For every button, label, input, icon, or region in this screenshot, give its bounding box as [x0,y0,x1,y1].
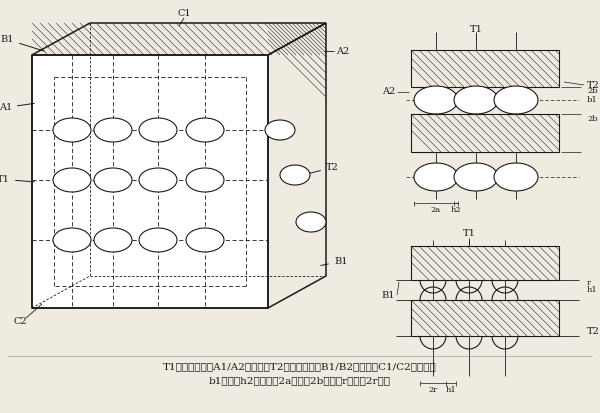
Text: A1: A1 [0,103,34,112]
Text: B1: B1 [1,35,44,51]
Text: T1一次侧孔道，A1/A2工作面；T2二次侧孔道，B1/B2工作面；C1/C2非工作面: T1一次侧孔道，A1/A2工作面；T2二次侧孔道，B1/B2工作面；C1/C2非… [163,363,437,372]
Text: r: r [587,279,591,287]
Bar [411,50,559,87]
Text: h2: h2 [451,206,461,214]
Text: 2b: 2b [587,87,598,95]
Ellipse shape [454,163,498,191]
Ellipse shape [296,212,326,232]
Ellipse shape [454,86,498,114]
Bar [411,114,559,152]
Ellipse shape [186,168,224,192]
Ellipse shape [53,118,91,142]
Text: C1: C1 [177,9,191,19]
Ellipse shape [414,86,458,114]
Text: T1: T1 [463,230,475,238]
Text: b1孔桥，h2孔道桥，2a长径，2b短径，r半径，2r直径: b1孔桥，h2孔道桥，2a长径，2b短径，r半径，2r直径 [209,377,391,385]
Ellipse shape [414,163,458,191]
Ellipse shape [265,120,295,140]
Bar [411,300,559,336]
Text: A2: A2 [382,88,395,97]
Text: T2: T2 [305,163,339,174]
Text: 2a: 2a [431,206,441,214]
Text: b1: b1 [587,96,598,104]
Bar [411,246,559,280]
Ellipse shape [94,168,132,192]
Ellipse shape [139,228,177,252]
Text: T1: T1 [470,24,482,33]
Ellipse shape [94,228,132,252]
Ellipse shape [53,228,91,252]
Text: h1: h1 [587,286,598,294]
Text: A2: A2 [336,47,349,55]
Ellipse shape [186,228,224,252]
Text: 2r: 2r [428,386,437,394]
Text: B1: B1 [382,290,395,299]
Bar [32,55,268,308]
Ellipse shape [186,118,224,142]
Text: T1: T1 [0,175,34,184]
Ellipse shape [139,168,177,192]
Ellipse shape [494,86,538,114]
Text: B1: B1 [321,257,347,266]
Text: C2: C2 [13,318,27,327]
Text: 2b: 2b [587,115,598,123]
Ellipse shape [280,165,310,185]
Text: T2: T2 [587,81,600,90]
Ellipse shape [494,163,538,191]
Text: T2: T2 [587,327,600,335]
Text: h1: h1 [446,386,457,394]
Ellipse shape [139,118,177,142]
Ellipse shape [94,118,132,142]
Ellipse shape [53,168,91,192]
